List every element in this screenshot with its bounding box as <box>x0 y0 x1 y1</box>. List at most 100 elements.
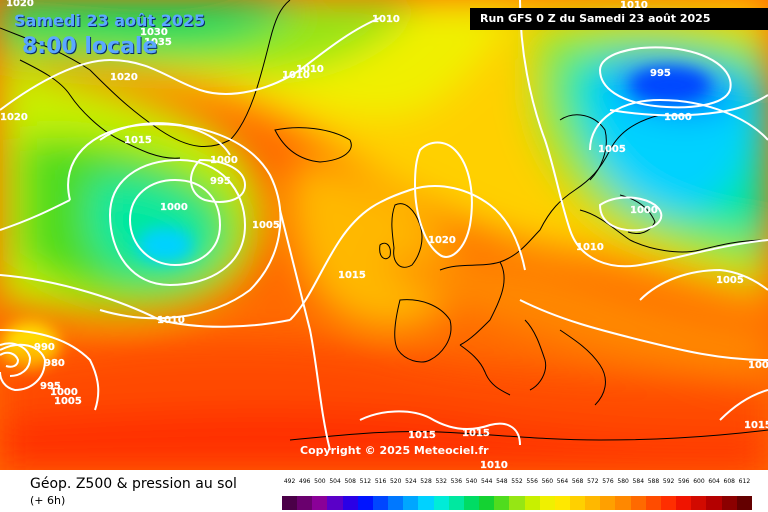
color-scale-label: 560 <box>541 478 554 485</box>
isobar-label-1020-uk: 1020 <box>428 235 456 246</box>
isobar-label-1010-europe: 1010 <box>576 242 604 253</box>
map-footer: Géop. Z500 & pression au sol (+ 6h) 492 4… <box>0 470 768 512</box>
color-scale-label: 552 <box>511 478 523 485</box>
isobar-label-1015-atlantic: 1015 <box>338 270 366 281</box>
color-scale-swatch <box>585 496 601 510</box>
isobar-label-1015-africa-b: 1015 <box>462 428 490 439</box>
isobar-label-1010-north: 1010 <box>372 14 400 25</box>
color-scale-swatch <box>479 496 495 510</box>
color-scale-label: 540 <box>465 478 478 485</box>
color-scale-label: 496 <box>299 478 311 485</box>
isobar-label-1010-atlantic: 1010 <box>157 315 185 326</box>
color-scale-label: 576 <box>602 478 614 485</box>
color-scale-label: 604 <box>708 478 720 485</box>
color-scale-label: 584 <box>632 478 645 485</box>
color-scale-swatch <box>342 496 358 510</box>
forecast-offset: (+ 6h) <box>30 494 66 507</box>
isobar-label-1035: 1035 <box>144 37 172 48</box>
color-scale-label: 572 <box>587 478 599 485</box>
color-scale-label: 492 <box>283 478 296 485</box>
color-scale-swatch <box>539 496 555 510</box>
color-scale-swatch <box>569 496 586 510</box>
color-scale-swatch <box>388 496 404 510</box>
color-scale-label: 564 <box>556 478 569 485</box>
isobar-label-1020-west: 1020 <box>0 112 28 123</box>
color-scale-labels: 492 496 500 504 508 512 516 520 524 528 532 536 540 5… <box>282 478 752 490</box>
isobar-label-1015-africa-a: 1015 <box>408 430 436 441</box>
color-scale-swatch <box>630 496 646 510</box>
isobar-label-1010-north: 1010 <box>620 0 648 11</box>
color-scale-bar <box>282 496 752 510</box>
color-scale-legend: 492 496 500 504 508 512 516 520 524 528 532 536 540 5… <box>282 478 752 510</box>
color-scale-label: 516 <box>374 478 387 485</box>
isobar-label-1000-hurricane: 1000 <box>50 387 78 398</box>
isobar-label-1015-east-edge: 1015 <box>744 420 768 431</box>
color-scale-swatch <box>327 496 343 510</box>
color-scale-swatch <box>660 496 677 510</box>
isobar-label-1005-east: 1005 <box>716 275 744 286</box>
isobar-label-1020-greenland: 1020 <box>110 72 138 83</box>
color-scale-swatch <box>494 496 510 510</box>
map-title: Géop. Z500 & pression au sol <box>30 476 237 492</box>
color-scale-label: 512 <box>359 478 372 485</box>
isobar-label-990-hurricane: 990 <box>34 342 55 353</box>
isobar-label-1005-atlantic: 1005 <box>252 220 280 231</box>
color-scale-swatch <box>524 496 540 510</box>
color-scale-label: 520 <box>389 478 402 485</box>
isobar-label-1020-nw: 1020 <box>6 0 34 9</box>
color-scale-swatch <box>448 496 464 510</box>
isobar-label-1000-atlantic: 1000 <box>160 202 188 213</box>
color-scale-label: 508 <box>344 478 356 485</box>
isobar-labels: 1010 1020 1030 1035 1020 1020 1010 1010 … <box>0 0 768 470</box>
run-info-banner: Run GFS 0 Z du Samedi 23 août 2025 <box>470 8 768 30</box>
color-scale-label: 600 <box>693 478 705 485</box>
isobar-label-1005-far-east: 1005 <box>748 360 768 371</box>
color-scale-swatch <box>736 496 752 510</box>
isobar-label-995-lowcenter: 995 <box>210 176 231 187</box>
color-scale-swatch <box>372 496 389 510</box>
isobar-label-1030: 1030 <box>140 27 168 38</box>
isobar-label-1005-scandinavia: 1005 <box>598 144 626 155</box>
map-date: Samedi 23 août 2025 <box>14 11 206 30</box>
map-canvas: 1010 1020 1030 1035 1020 1020 1010 1010 … <box>0 0 768 470</box>
color-scale-label: 536 <box>450 478 463 485</box>
color-scale-label: 524 <box>405 478 417 485</box>
isobar-label-1005-hurricane: 1005 <box>54 396 82 407</box>
copyright-notice: Copyright © 2025 Meteociel.fr <box>300 444 489 457</box>
color-scale-label: 556 <box>526 478 538 485</box>
geopotential-field <box>0 0 768 470</box>
color-scale-label: 588 <box>647 478 660 485</box>
map-local-time: 8:00 locale <box>22 34 158 59</box>
color-scale-label: 592 <box>662 478 675 485</box>
color-scale-swatch <box>433 496 449 510</box>
isobars <box>0 0 768 451</box>
color-scale-swatch <box>676 496 692 510</box>
isobar-label-1010-africa: 1010 <box>480 460 508 470</box>
color-scale-label: 532 <box>435 478 447 485</box>
color-scale-swatch <box>721 496 737 510</box>
color-scale-label: 568 <box>571 478 584 485</box>
coastlines <box>0 0 768 441</box>
color-scale-swatch <box>600 496 616 510</box>
color-scale-label: 548 <box>496 478 508 485</box>
isobar-label-995-hurricane: 995 <box>40 381 61 392</box>
color-scale-label: 580 <box>617 478 629 485</box>
weather-map: 1010 1020 1030 1035 1020 1020 1010 1010 … <box>0 0 768 470</box>
color-scale-swatch <box>297 496 313 510</box>
isobar-label-980-hurricane: 980 <box>44 358 65 369</box>
color-scale-label: 544 <box>480 478 493 485</box>
color-scale-swatch <box>312 496 328 510</box>
color-scale-swatch <box>645 496 661 510</box>
color-scale-swatch <box>554 496 570 510</box>
isobar-label-995-scandinavia: 995 <box>650 68 671 79</box>
color-scale-swatch <box>403 496 419 510</box>
color-scale-swatch <box>463 496 480 510</box>
isobar-label-1010-greenland-b: 1010 <box>296 64 324 75</box>
isobar-label-1000-baltic: 1000 <box>630 205 658 216</box>
color-scale-swatch <box>357 496 373 510</box>
color-scale-label: 612 <box>738 478 751 485</box>
color-scale-swatch <box>615 496 631 510</box>
color-scale-label: 504 <box>329 478 341 485</box>
run-info-text: Run GFS 0 Z du Samedi 23 août 2025 <box>480 12 711 25</box>
color-scale-label: 500 <box>314 478 326 485</box>
